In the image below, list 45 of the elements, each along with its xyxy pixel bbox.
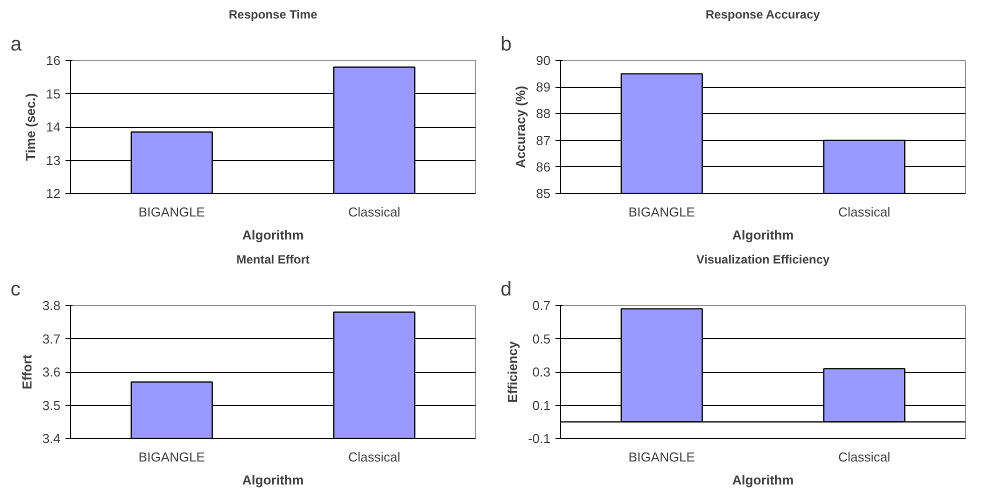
x-tick-label: BIGANGLE <box>138 450 206 464</box>
y-tick-label: 13 <box>46 152 61 168</box>
text: d <box>500 278 512 300</box>
x-axis-title: Algorithm <box>242 228 304 242</box>
y-tick-label: 3.5 <box>42 398 61 413</box>
y-tick-label: 89 <box>536 80 551 95</box>
y-tick-label: 86 <box>536 159 551 174</box>
y-tick-label: 90 <box>536 53 551 68</box>
chart-title: Response Accuracy <box>706 8 820 22</box>
text: b <box>500 34 512 56</box>
y-tick-label: 3.6 <box>42 364 61 380</box>
chart-title: Mental Effort <box>236 252 310 266</box>
chart-title: Visualization Efficiency <box>696 252 830 266</box>
x-tick-label: Classical <box>838 450 890 464</box>
y-tick-label: 85 <box>536 186 551 201</box>
x-tick-label: BIGANGLE <box>628 450 696 464</box>
y-tick-label: 14 <box>46 120 61 134</box>
x-tick-label: BIGANGLE <box>628 204 696 220</box>
y-tick-label: 0.1 <box>532 398 551 413</box>
y-tick-label: 87 <box>536 132 551 148</box>
chart-title: Response Time <box>228 8 318 22</box>
y-tick-label: 3.8 <box>42 298 61 313</box>
x-axis-title: Algorithm <box>732 228 794 242</box>
x-tick-label: Classical <box>348 204 400 220</box>
y-tick-label: 15 <box>46 86 61 102</box>
y-axis-title: Accuracy (%) <box>513 86 528 168</box>
x-axis-title: Algorithm <box>732 472 794 488</box>
x-axis-title: Algorithm <box>242 472 304 488</box>
x-tick-label: Classical <box>348 450 400 464</box>
text: c <box>10 278 20 300</box>
text: a <box>10 34 22 56</box>
x-tick-label: BIGANGLE <box>138 204 206 220</box>
y-axis-title: Time (sec.) <box>23 93 38 161</box>
y-tick-label: 0.5 <box>532 331 551 346</box>
y-tick-label: -0.1 <box>528 431 551 446</box>
y-axis-title: Efficiency <box>505 340 520 403</box>
y-tick-label: 3.7 <box>42 331 61 346</box>
y-tick-label: 3.4 <box>42 431 61 446</box>
y-tick-label: 12 <box>46 186 61 201</box>
y-tick-label: 16 <box>46 53 61 68</box>
y-tick-label: 0.3 <box>532 364 551 380</box>
y-axis-title: Effort <box>19 354 34 390</box>
y-tick-label: 88 <box>536 106 551 122</box>
x-tick-label: Classical <box>838 204 890 220</box>
y-tick-label: 0.7 <box>532 298 551 313</box>
